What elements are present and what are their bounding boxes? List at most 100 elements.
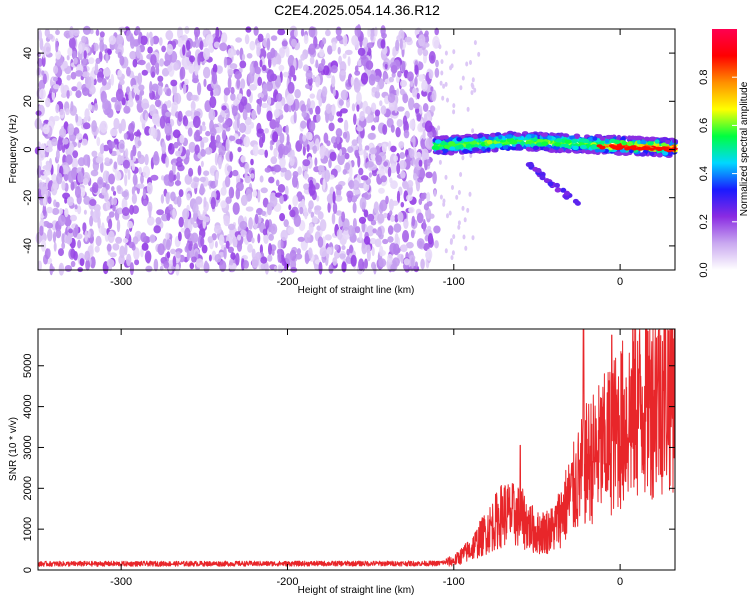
heatmap-cell [74, 204, 78, 210]
heatmap-cell [268, 243, 272, 256]
heatmap-cell [104, 157, 110, 164]
heatmap-cell [289, 209, 296, 218]
heatmap-cell [279, 213, 286, 222]
heatmap-cell [399, 152, 406, 159]
heatmap-cell [277, 54, 282, 65]
heatmap-cell [358, 216, 367, 224]
heatmap-cell [400, 80, 407, 88]
heatmap-cell [61, 180, 66, 191]
heatmap-cell [333, 142, 338, 149]
heatmap-cell [396, 88, 400, 97]
heatmap-cell [480, 136, 486, 141]
heatmap-cell [195, 196, 203, 205]
heatmap-cell [187, 127, 193, 137]
heatmap-cell [83, 50, 87, 59]
heatmap-cell [225, 138, 230, 152]
heatmap-cell [516, 146, 524, 151]
heatmap-cell [393, 243, 400, 256]
heatmap-cell [437, 125, 441, 131]
heatmap-cell [473, 143, 479, 149]
heatmap-cell [626, 141, 634, 147]
spectrogram-heatmap [34, 24, 679, 276]
heatmap-cell [430, 86, 434, 92]
heatmap-cell [431, 89, 437, 102]
heatmap-cell [292, 171, 299, 178]
heatmap-cell [328, 158, 332, 169]
heatmap-cell [249, 40, 256, 51]
heatmap-cell [262, 228, 267, 236]
heatmap-cell [202, 216, 210, 223]
heatmap-cell [278, 145, 284, 159]
heatmap-cell [273, 147, 278, 158]
heatmap-cell [203, 196, 207, 208]
heatmap-cell [40, 181, 47, 195]
heatmap-cell [558, 148, 564, 153]
heatmap-cell [422, 103, 429, 112]
heatmap-cell [302, 64, 309, 72]
heatmap-cell [356, 91, 362, 105]
heatmap-cell [124, 148, 129, 159]
heatmap-cell [424, 30, 429, 37]
heatmap-cell [289, 249, 297, 261]
heatmap-cell [203, 47, 210, 61]
heatmap-cell [308, 200, 314, 210]
heatmap-cell [251, 237, 255, 244]
heatmap-cell [429, 213, 435, 219]
heatmap-cell [348, 179, 355, 190]
heatmap-cell [241, 53, 246, 61]
heatmap-cell [279, 132, 285, 144]
heatmap-cell [234, 71, 242, 80]
heatmap-cell [117, 69, 123, 78]
heatmap-cell [35, 110, 42, 116]
heatmap-cell [97, 216, 101, 229]
heatmap-cell [142, 165, 150, 179]
x-tick-label: -100 [443, 576, 465, 588]
heatmap-cell [477, 51, 481, 57]
heatmap-cell [471, 128, 475, 134]
heatmap-cell [89, 199, 97, 206]
heatmap-cell [238, 122, 247, 133]
heatmap-cell [102, 98, 109, 110]
heatmap-cell [218, 234, 225, 246]
heatmap-cell [260, 187, 268, 194]
heatmap-cell [543, 178, 550, 184]
heatmap-cell [387, 253, 393, 263]
heatmap-cell [397, 211, 404, 223]
heatmap-cell [299, 206, 304, 215]
heatmap-cell [256, 208, 263, 215]
heatmap-cell [434, 240, 439, 249]
heatmap-cell [72, 227, 78, 238]
heatmap-cell [225, 196, 232, 204]
heatmap-cell [236, 77, 241, 89]
heatmap-cell [346, 248, 350, 256]
heatmap-cell [332, 88, 336, 97]
heatmap-cell [259, 59, 263, 68]
heatmap-cell [108, 173, 115, 185]
heatmap-cell [416, 92, 420, 100]
heatmap-cell [209, 167, 216, 174]
heatmap-cell [168, 204, 173, 211]
heatmap-cell [158, 37, 163, 46]
heatmap-cell [471, 77, 475, 83]
heatmap-cell [82, 222, 87, 233]
heatmap-cell [400, 254, 404, 264]
heatmap-cell [201, 125, 207, 132]
heatmap-cell [308, 183, 316, 196]
heatmap-cell [399, 160, 407, 170]
heatmap-cell [444, 248, 448, 254]
heatmap-cell [451, 185, 454, 190]
heatmap-cell [481, 146, 486, 151]
spectrogram-x-axis: -300 -200 -100 0 [110, 29, 623, 288]
heatmap-cell [322, 178, 326, 191]
heatmap-cell [643, 136, 650, 141]
heatmap-cell [270, 35, 278, 41]
heatmap-cell [391, 200, 399, 206]
heatmap-cell [182, 44, 186, 56]
heatmap-cell [117, 51, 122, 59]
heatmap-cell [300, 103, 307, 113]
heatmap-cell [408, 97, 415, 111]
heatmap-cell [510, 146, 517, 151]
heatmap-cell [258, 48, 267, 60]
heatmap-cell [108, 35, 117, 45]
heatmap-cell [457, 190, 461, 195]
